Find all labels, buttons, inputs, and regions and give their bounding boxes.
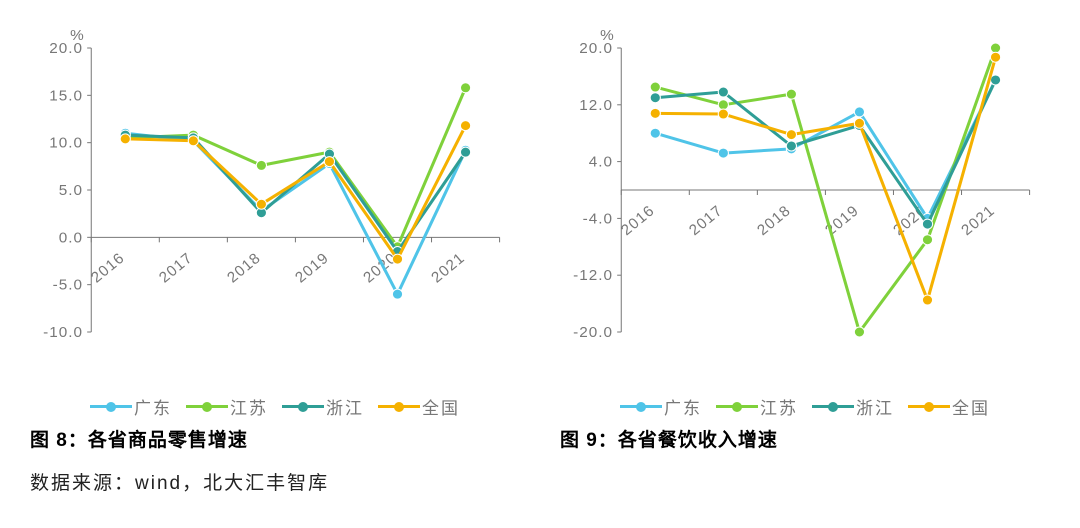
chart8-column: %-10.0-5.00.05.010.015.020.0201620172018…	[30, 20, 520, 419]
legend-swatch	[282, 405, 324, 408]
series-marker	[650, 128, 660, 138]
charts-row: %-10.0-5.00.05.010.015.020.0201620172018…	[0, 0, 1080, 419]
series-marker	[990, 75, 1000, 85]
series-marker	[718, 100, 728, 110]
chart8-plot: %-10.0-5.00.05.010.015.020.0201620172018…	[30, 20, 520, 400]
series-marker	[460, 147, 470, 157]
legend-marker	[394, 402, 404, 412]
series-marker	[854, 107, 864, 117]
series-marker	[256, 160, 266, 170]
y-tick-label: 20.0	[579, 40, 613, 57]
series-marker	[324, 157, 334, 167]
y-tick-label: -20.0	[573, 324, 613, 341]
legend-swatch	[716, 405, 758, 408]
y-tick-label: 12.0	[579, 97, 613, 114]
series-marker	[786, 141, 796, 151]
y-tick-label: 15.0	[49, 87, 83, 104]
series-marker	[120, 134, 130, 144]
series-marker	[392, 254, 402, 264]
legend-swatch	[90, 405, 132, 408]
chart8-title: 图 8：各省商品零售增速	[30, 425, 520, 452]
series-marker	[786, 89, 796, 99]
x-tick-label: 2017	[686, 202, 726, 239]
x-tick-label: 2018	[754, 202, 794, 239]
legend-swatch	[812, 405, 854, 408]
legend-swatch	[620, 405, 662, 408]
legend-marker	[732, 402, 742, 412]
y-tick-label: 4.0	[589, 154, 613, 171]
chart9-plot: %-20.0-12.0-4.04.012.020.020162017201820…	[560, 20, 1050, 400]
legend-swatch	[186, 405, 228, 408]
x-tick-label: 2018	[224, 249, 264, 286]
legend-marker	[106, 402, 116, 412]
series-marker	[990, 43, 1000, 53]
y-tick-label: -12.0	[573, 267, 613, 284]
series-marker	[922, 295, 932, 305]
series-marker	[718, 87, 728, 97]
series-marker	[854, 327, 864, 337]
series-marker	[650, 93, 660, 103]
legend-marker	[636, 402, 646, 412]
series-marker	[854, 118, 864, 128]
series-line	[125, 135, 465, 251]
x-tick-label: 2016	[88, 249, 128, 286]
series-marker	[392, 289, 402, 299]
legend-marker	[924, 402, 934, 412]
y-tick-label: -4.0	[583, 211, 613, 228]
legend-marker	[298, 402, 308, 412]
legend-swatch	[378, 405, 420, 408]
series-marker	[718, 148, 728, 158]
chart9-column: %-20.0-12.0-4.04.012.020.020162017201820…	[560, 20, 1050, 419]
titles-row: 图 8：各省商品零售增速 图 9：各省餐饮收入增速	[0, 419, 1080, 452]
y-tick-label: 0.0	[59, 229, 83, 246]
series-marker	[460, 121, 470, 131]
y-tick-label: 10.0	[49, 135, 83, 152]
series-marker	[922, 235, 932, 245]
series-marker	[922, 219, 932, 229]
series-marker	[460, 83, 470, 93]
y-tick-label: 20.0	[49, 40, 83, 57]
series-marker	[786, 130, 796, 140]
y-tick-label: -5.0	[53, 277, 83, 294]
legend-marker	[202, 402, 212, 412]
x-tick-label: 2016	[618, 202, 658, 239]
x-tick-label: 2017	[156, 249, 196, 286]
legend-marker	[828, 402, 838, 412]
data-source: 数据来源：wind，北大汇丰智库	[0, 452, 1080, 495]
page: %-10.0-5.00.05.010.015.020.0201620172018…	[0, 0, 1080, 528]
chart9-title: 图 9：各省餐饮收入增速	[560, 425, 1050, 452]
series-marker	[990, 52, 1000, 62]
series-marker	[650, 82, 660, 92]
series-marker	[650, 108, 660, 118]
x-tick-label: 2021	[958, 202, 998, 239]
y-tick-label: -10.0	[43, 324, 83, 341]
x-tick-label: 2021	[428, 249, 468, 286]
series-marker	[718, 109, 728, 119]
series-marker	[256, 199, 266, 209]
series-marker	[188, 136, 198, 146]
y-tick-label: 5.0	[59, 182, 83, 199]
legend-swatch	[908, 405, 950, 408]
x-tick-label: 2019	[292, 249, 332, 286]
